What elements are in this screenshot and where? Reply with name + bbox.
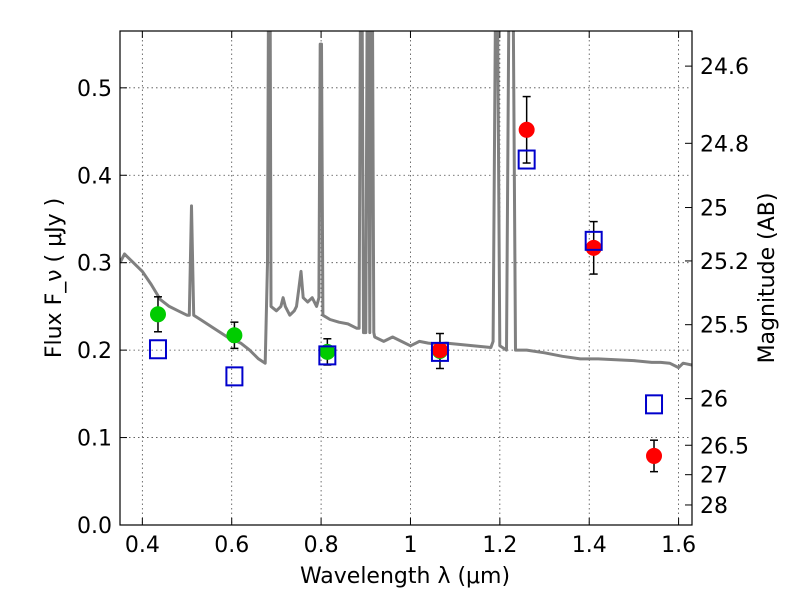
x-tick-label: 0.6 <box>214 533 249 558</box>
data-point-red <box>646 447 663 464</box>
y2-tick-label: 26 <box>700 388 728 413</box>
data-point-red <box>585 239 602 256</box>
model-point-square <box>430 341 449 362</box>
y-tick-label: 0.3 <box>77 252 112 277</box>
x-tick-label: 1 <box>403 533 417 558</box>
y-tick-label: 0.1 <box>77 427 112 452</box>
y2-tick-label: 26.5 <box>700 434 749 459</box>
data-point-red <box>518 121 535 138</box>
model-point-square <box>645 394 664 415</box>
y2-tick-label: 27 <box>700 464 728 489</box>
template-spectrum-line <box>120 31 692 370</box>
y2-tick-label: 25.5 <box>700 314 749 339</box>
y2-tick-label: 24.8 <box>700 132 749 157</box>
y2-tick-label: 28 <box>700 494 728 519</box>
x-tick-label: 0.8 <box>304 533 339 558</box>
y2-tick-label: 25.2 <box>700 250 749 275</box>
model-point-square <box>148 339 167 360</box>
plot-area <box>120 31 692 473</box>
y-tick-label: 0.5 <box>77 77 112 102</box>
model-point-square <box>517 149 536 170</box>
x-axis-label: Wavelength λ (μm) <box>300 564 510 589</box>
y2-axis-label: Magnitude (AB) <box>755 193 780 364</box>
model-point-square <box>318 345 337 366</box>
plot-frame <box>119 30 693 526</box>
y2-tick-label: 24.6 <box>700 55 749 80</box>
model-point-square <box>225 366 244 387</box>
x-tick-label: 1.4 <box>572 533 607 558</box>
y-tick-label: 0.2 <box>77 339 112 364</box>
y-tick-label: 0.4 <box>77 164 112 189</box>
data-point-red <box>431 342 448 359</box>
axis-ticks: 0.4 0.6 0.8 1 1.2 1.4 1.6 0.0 0.1 0.2 0.3 0.4 0.5 24.… <box>77 31 749 558</box>
data-point-green <box>149 306 166 323</box>
model-point-square <box>584 230 603 251</box>
data-point-green <box>226 327 243 344</box>
grid-lines <box>120 31 692 526</box>
x-tick-label: 1.6 <box>661 533 696 558</box>
y-tick-label: 0.0 <box>77 514 112 539</box>
x-tick-label: 0.4 <box>125 533 160 558</box>
y-axis-label: Flux F_ν ( μJy ) <box>42 198 67 358</box>
y2-tick-label: 25 <box>700 197 728 222</box>
x-tick-label: 1.2 <box>482 533 517 558</box>
